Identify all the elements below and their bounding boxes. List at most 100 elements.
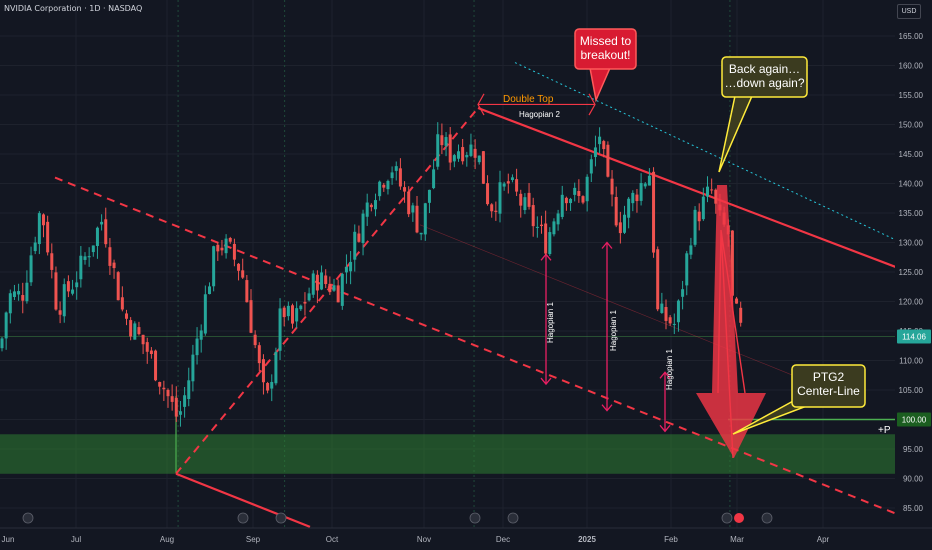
event-marker-icon (761, 512, 773, 524)
candle-body (531, 205, 535, 227)
candle-body (66, 281, 70, 292)
candle-body (37, 213, 41, 245)
candle-body (423, 203, 427, 235)
time-axis[interactable]: Jun Jul Aug Sep Oct Nov Dec 2025 Feb Mar Apr (0, 512, 932, 550)
candle-body (183, 395, 187, 407)
price-tick-label: 165.00 (899, 32, 924, 41)
time-tick-label: Sep (246, 535, 261, 544)
candle-body (481, 151, 485, 184)
candle-body (676, 300, 680, 323)
candle-body (253, 334, 257, 346)
time-tick-label: Nov (417, 535, 431, 544)
candle-body (660, 303, 664, 313)
candle-body (232, 243, 236, 260)
candle-body (527, 192, 531, 207)
price-tick-label: 135.00 (899, 209, 924, 218)
candle-body (448, 134, 452, 163)
candle-body (0, 338, 4, 349)
candle-body (50, 253, 54, 270)
double-top-arrow-left (477, 93, 485, 116)
candle-body (187, 380, 191, 400)
candle-body (452, 155, 456, 162)
time-tick-label: Oct (326, 535, 339, 544)
candle-body (116, 272, 120, 301)
price-tick-label: 155.00 (899, 91, 924, 100)
candle-body (378, 181, 382, 197)
candle-body (394, 166, 398, 171)
candle-body (697, 211, 701, 222)
candle-body (382, 184, 386, 188)
candle-body (427, 189, 431, 203)
candle-body (311, 273, 315, 295)
candle-body (261, 359, 265, 383)
candle-body (266, 383, 270, 391)
event-marker-icon (734, 513, 744, 523)
currency-button[interactable]: USD (897, 4, 921, 19)
price-tick-label: 105.00 (899, 386, 924, 395)
hagopian-arrow-head (659, 371, 671, 379)
candle-body (610, 178, 614, 195)
price-axis-bg (895, 0, 932, 550)
candle-body (62, 284, 66, 317)
candle-body (374, 200, 377, 210)
candle-body (494, 210, 498, 212)
candle-body (95, 227, 99, 246)
candle-body (241, 270, 245, 278)
candle-body (577, 191, 581, 196)
candle-body (490, 204, 494, 212)
chart-annotations: Double Top Hagopian 2 Hagopian 1 Hagopian 1… (503, 28, 891, 459)
candle-body (444, 137, 448, 146)
event-marker-icon (469, 512, 481, 524)
pitchfork-lines (54, 62, 932, 529)
price-tick-label: 130.00 (899, 239, 924, 248)
candle-body (407, 191, 411, 215)
candle-body (515, 179, 519, 192)
candle-body (71, 289, 75, 294)
pitchfork-handle (175, 107, 479, 475)
candle-body (295, 308, 299, 322)
candle-body (506, 181, 510, 184)
candle-body (8, 293, 12, 314)
candle-body (203, 294, 207, 334)
candle-body (249, 300, 253, 333)
candle-body (681, 289, 685, 297)
candle-body (291, 305, 294, 324)
ptg2-callout-box (791, 364, 866, 408)
candle-body (332, 285, 336, 291)
candle-body (647, 175, 651, 186)
candle-body (340, 273, 344, 306)
candle-body (21, 295, 25, 301)
hagopian-1-label: Hagopian 1 (609, 310, 618, 351)
candle-body (710, 189, 714, 191)
candle-body (120, 297, 124, 310)
candle-body (162, 387, 166, 390)
candle-body (457, 151, 460, 159)
candle-body (195, 338, 199, 356)
price-axis[interactable]: 85.0090.0095.00100.00105.00110.00115.001… (895, 0, 932, 550)
candle-body (199, 330, 203, 340)
candle-body (432, 169, 436, 189)
candle-body (216, 244, 220, 252)
candle-body (498, 182, 502, 214)
candle-body (145, 342, 149, 352)
candle-body (598, 136, 602, 145)
back-again-callout-box (721, 56, 808, 98)
hagopian-1-label: Hagopian 1 (665, 349, 674, 390)
candle-body (220, 247, 224, 251)
candle-body (137, 327, 141, 335)
candle-body (29, 255, 33, 283)
candle-body (540, 224, 543, 227)
candle-body (693, 209, 697, 245)
candle-body (158, 382, 162, 387)
candle-body (149, 350, 153, 355)
candle-body (324, 275, 328, 285)
candle-body (656, 249, 660, 310)
candle-body (191, 354, 195, 382)
time-tick-label: Mar (730, 535, 744, 544)
candle-body (564, 197, 568, 204)
candle-body (473, 148, 477, 158)
candle-body (112, 262, 116, 269)
time-tick-label: Dec (496, 535, 510, 544)
